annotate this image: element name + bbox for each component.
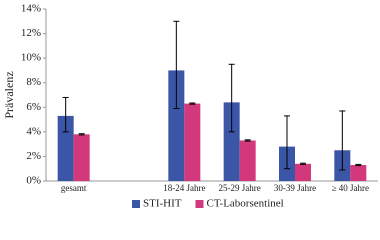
y-tick-label: 10% (21, 52, 41, 64)
x-tick-label: 25-29 Jahre (219, 183, 261, 193)
bar (239, 140, 256, 181)
bar (350, 165, 367, 181)
y-tick-label: 4% (26, 125, 41, 137)
y-tick-label: 2% (26, 150, 41, 162)
bar (223, 102, 240, 181)
y-axis-label: Prävalenz (2, 71, 16, 118)
legend-swatch (132, 200, 140, 208)
bar (73, 134, 90, 181)
y-tick-label: 8% (26, 76, 41, 88)
x-tick-label: gesamt (61, 183, 87, 193)
y-tick-label: 12% (21, 27, 41, 39)
y-tick-label: 0% (26, 175, 41, 187)
chart: Prävalenz 0% 2% 4% 6% 8% 10% 12% 14% gesamt 18-24… (2, 3, 378, 210)
x-tick-label: 30-39 Jahre (274, 183, 316, 193)
x-tick-label: 18-24 Jahre (163, 183, 205, 193)
legend-swatch (195, 200, 204, 208)
bar (184, 103, 201, 181)
bar (57, 115, 74, 181)
legend-label: CT-Laborsentinel (207, 198, 284, 210)
legend-label: STI-HIT (143, 198, 182, 210)
bar (168, 70, 185, 181)
bar (295, 163, 311, 181)
y-tick-label: 14% (21, 3, 41, 15)
y-tick-label: 6% (26, 101, 41, 113)
x-tick-label: ≥ 40 Jahre (332, 183, 369, 193)
